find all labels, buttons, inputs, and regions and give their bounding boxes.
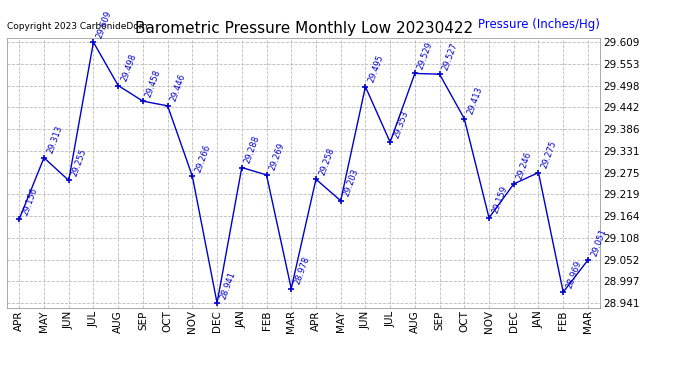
Text: 29.353: 29.353 bbox=[391, 109, 410, 140]
Text: 29.051: 29.051 bbox=[589, 227, 608, 257]
Text: 28.941: 28.941 bbox=[219, 270, 237, 300]
Text: 28.969: 28.969 bbox=[564, 259, 583, 289]
Text: Copyright 2023 CarbonideDom: Copyright 2023 CarbonideDom bbox=[7, 22, 148, 31]
Text: 29.246: 29.246 bbox=[515, 151, 533, 181]
Text: 29.495: 29.495 bbox=[367, 54, 385, 84]
Text: 29.458: 29.458 bbox=[144, 68, 163, 98]
Text: 29.269: 29.269 bbox=[268, 142, 286, 172]
Text: 28.978: 28.978 bbox=[293, 255, 311, 286]
Text: 29.529: 29.529 bbox=[416, 40, 435, 70]
Text: 29.203: 29.203 bbox=[342, 168, 360, 198]
Text: 29.498: 29.498 bbox=[119, 53, 138, 83]
Text: 29.255: 29.255 bbox=[70, 147, 88, 178]
Title: Barometric Pressure Monthly Low 20230422: Barometric Pressure Monthly Low 20230422 bbox=[135, 21, 473, 36]
Text: Pressure (Inches/Hg): Pressure (Inches/Hg) bbox=[478, 18, 600, 31]
Text: 29.446: 29.446 bbox=[169, 73, 188, 103]
Text: 29.266: 29.266 bbox=[194, 143, 212, 173]
Text: 29.527: 29.527 bbox=[441, 41, 460, 71]
Text: 29.258: 29.258 bbox=[317, 146, 336, 177]
Text: 29.413: 29.413 bbox=[466, 86, 484, 116]
Text: 29.275: 29.275 bbox=[540, 140, 558, 170]
Text: 29.156: 29.156 bbox=[21, 186, 39, 216]
Text: 29.609: 29.609 bbox=[95, 9, 113, 39]
Text: 29.288: 29.288 bbox=[243, 134, 262, 165]
Text: 29.159: 29.159 bbox=[491, 185, 509, 215]
Text: 29.313: 29.313 bbox=[46, 124, 63, 155]
